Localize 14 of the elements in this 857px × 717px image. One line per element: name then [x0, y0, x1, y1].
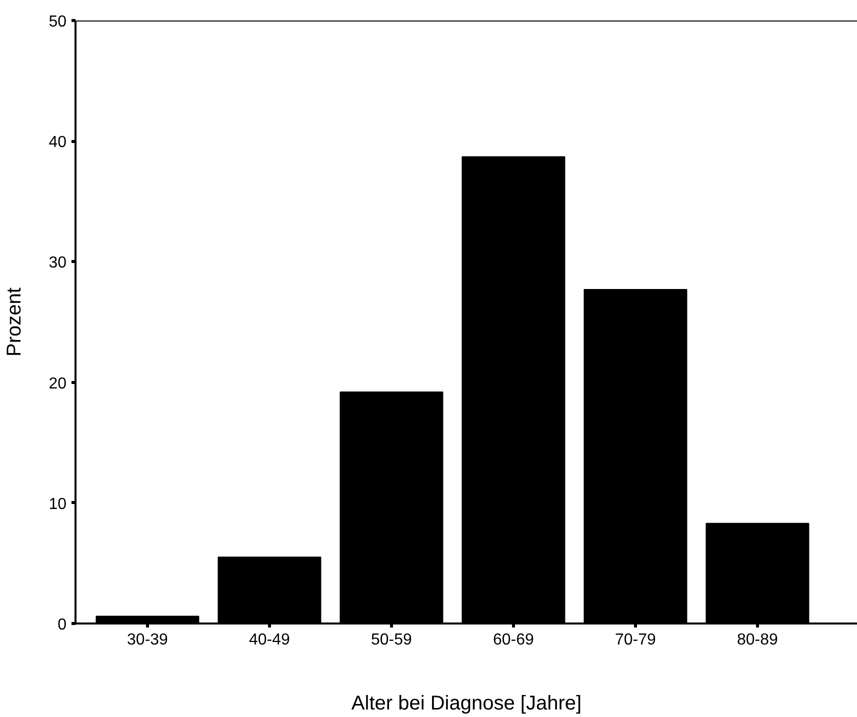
- x-tick-label: 70-79: [615, 632, 656, 648]
- x-tick-label: 80-89: [737, 632, 778, 648]
- x-tick-label: 50-59: [371, 632, 412, 648]
- y-tick-label: 50: [48, 14, 67, 30]
- y-tick-label: 30: [48, 254, 67, 272]
- y-axis-title: Prozent: [4, 287, 26, 356]
- y-tick-label: 10: [48, 496, 67, 513]
- x-tick-label: 60-69: [493, 632, 534, 648]
- y-tick-label: 40: [48, 134, 67, 152]
- x-tick-label: 30-39: [127, 632, 168, 648]
- y-tick-label: 20: [48, 375, 67, 392]
- y-tick-label: 0: [58, 616, 67, 634]
- x-axis-title: Alter bei Diagnose [Jahre]: [351, 692, 582, 714]
- x-tick-label: 40-49: [249, 632, 290, 648]
